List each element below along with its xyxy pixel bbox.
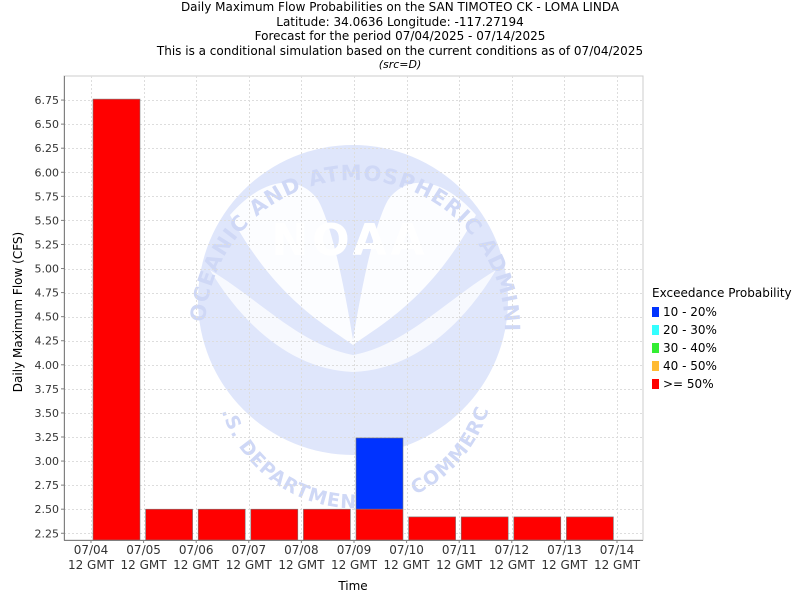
x-tick-label-date: 07/13 [547,543,582,557]
x-tick-label-date: 07/08 [284,543,319,557]
y-tick-label: 6.75 [35,94,60,107]
y-tick-label: 2.50 [35,503,60,516]
legend-item-20-30: 20 - 30% [652,321,792,339]
x-tick-label-date: 07/12 [495,543,530,557]
x-tick-label-time: 12 GMT [489,558,536,572]
y-tick-label: 3.00 [35,455,60,468]
y-tick-label: 5.50 [35,214,60,227]
y-tick-label: 4.25 [35,335,60,348]
legend-swatch [652,343,659,353]
legend-label: 20 - 30% [663,323,717,337]
y-tick-label: 3.50 [35,407,60,420]
y-axis-label: Daily Maximum Flow (CFS) [11,232,25,392]
x-axis-label: Time [337,579,367,593]
legend-item-40-50: 40 - 50% [652,357,792,375]
x-tick-label-date: 07/11 [442,543,477,557]
chart-title: Daily Maximum Flow Probabilities on the … [180,0,620,14]
legend-swatch [652,325,659,335]
legend-label: 40 - 50% [663,359,717,373]
bar-segment-ge-50 [355,508,404,541]
x-tick-label-date: 07/06 [179,543,214,557]
y-tick-label: 4.75 [35,287,60,300]
y-tick-label: 5.25 [35,238,60,251]
y-tick-label: 3.75 [35,383,60,396]
x-tick-label-time: 12 GMT [594,558,641,572]
x-tick-label-date: 07/09 [337,543,372,557]
legend: Exceedance Probability 10 - 20% 20 - 30%… [652,284,792,393]
chart-subtitle-location: Latitude: 34.0636 Longitude: -117.27194 [276,14,524,29]
bar-segment-10-20 [355,437,404,510]
y-tick-label: 6.25 [35,142,60,155]
y-axis-ticks: 2.25 2.50 2.75 3.00 3.25 3.50 3.75 4.00 4.25 4.50… [35,94,64,540]
y-tick-label: 6.50 [35,118,60,131]
noaa-watermark: NATIONAL OCEANIC AND ATMOSPHERIC ADMINIS… [0,0,523,514]
x-tick-label-date: 07/10 [389,543,424,557]
bar-segment-ge-50 [250,508,299,541]
y-tick-label: 4.50 [35,311,60,324]
bar-segment-ge-50 [197,508,246,541]
chart-source: (src=D) [378,58,422,71]
legend-swatch [652,379,659,389]
y-tick-label: 3.25 [35,431,60,444]
legend-label: >= 50% [663,377,714,391]
bar-segment-ge-50 [303,508,351,541]
bar-segment-ge-50 [460,516,509,541]
legend-label: 30 - 40% [663,341,717,355]
legend-item-10-20: 10 - 20% [652,303,792,321]
x-tick-label-date: 07/04 [74,543,109,557]
legend-swatch [652,361,659,371]
bar-segment-ge-50 [566,516,614,541]
x-tick-label-time: 12 GMT [436,558,483,572]
chart-subtitle-period: Forecast for the period 07/04/2025 - 07/… [254,29,546,43]
y-tick-label: 6.00 [35,166,60,179]
x-tick-label-time: 12 GMT [278,558,325,572]
bar-segment-ge-50 [145,508,193,541]
legend-item-30-40: 30 - 40% [652,339,792,357]
bar-segment-ge-50 [513,516,562,541]
y-tick-label: 5.75 [35,190,60,203]
x-tick-label-time: 12 GMT [121,558,168,572]
x-tick-label-date: 07/05 [126,543,161,557]
y-tick-label: 5.00 [35,263,60,276]
bar-segment-ge-50 [92,98,141,541]
x-tick-label-time: 12 GMT [173,558,220,572]
bars [92,98,614,541]
watermark-logo-text: NOAA [271,215,428,266]
chart-subtitle-condition: This is a conditional simulation based o… [156,43,644,58]
x-tick-label-date: 07/07 [232,543,267,557]
watermark-seagull-shape [230,182,476,345]
x-tick-label-time: 12 GMT [384,558,431,572]
legend-swatch [652,307,659,317]
x-tick-label-time: 12 GMT [541,558,588,572]
legend-title: Exceedance Probability [652,286,792,300]
x-tick-label-date: 07/14 [600,543,635,557]
y-tick-label: 2.75 [35,479,60,492]
bar-segment-ge-50 [408,516,456,541]
x-tick-label-time: 12 GMT [226,558,273,572]
legend-label: 10 - 20% [663,305,717,319]
x-tick-label-time: 12 GMT [68,558,115,572]
y-tick-label: 2.25 [35,527,60,540]
y-tick-label: 4.00 [35,359,60,372]
chart-titles: Daily Maximum Flow Probabilities on the … [0,0,800,73]
x-tick-label-time: 12 GMT [331,558,378,572]
watermark-wave-shape [210,270,496,372]
legend-item-ge-50: >= 50% [652,375,792,393]
